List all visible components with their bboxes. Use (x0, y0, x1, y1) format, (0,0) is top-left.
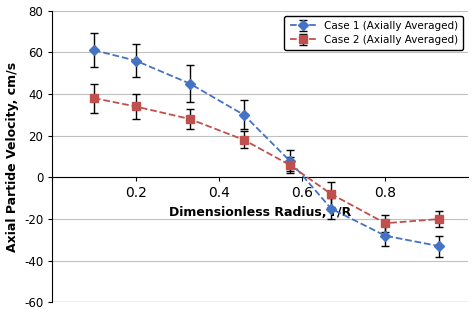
Y-axis label: Axial Partide Velocity, cm/s: Axial Partide Velocity, cm/s (6, 61, 18, 252)
X-axis label: Dimensionless Radius, r/R: Dimensionless Radius, r/R (169, 206, 352, 219)
Legend: Case 1 (Axially Averaged), Case 2 (Axially Averaged): Case 1 (Axially Averaged), Case 2 (Axial… (284, 16, 463, 50)
